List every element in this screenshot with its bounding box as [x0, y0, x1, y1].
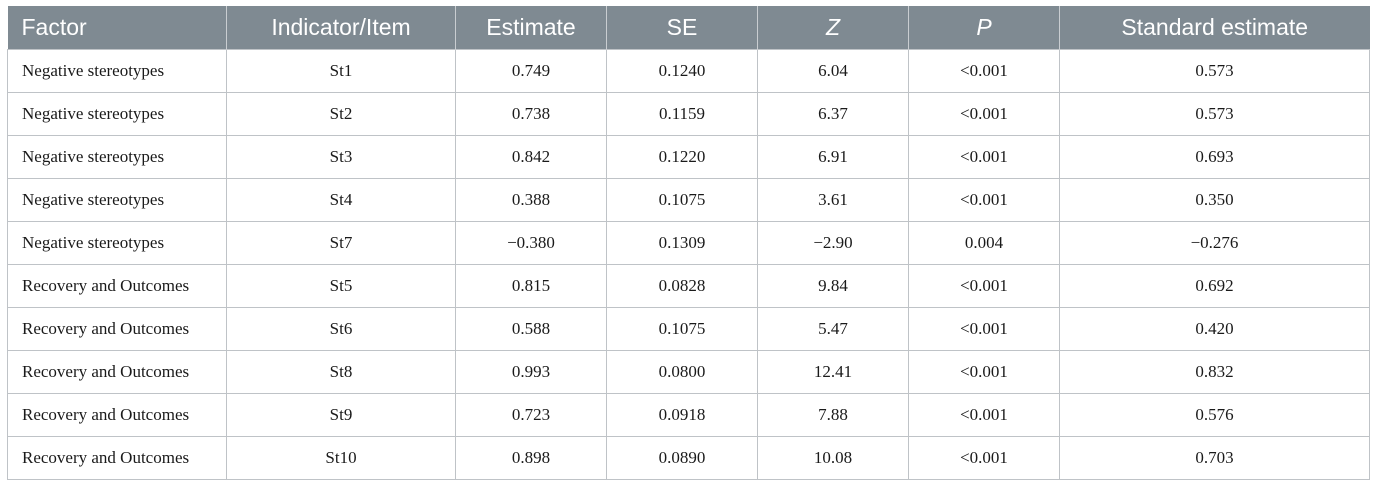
estimate-cell: 0.723 [455, 393, 607, 437]
factor-cell: Negative stereotypes [7, 49, 227, 93]
z-cell: 6.91 [757, 135, 909, 179]
se-cell: 0.0800 [606, 350, 758, 394]
results-table: Factor Indicator/Item Estimate SE Z P St… [7, 6, 1370, 480]
factor-cell: Recovery and Outcomes [7, 307, 227, 351]
standard-estimate-cell: 0.573 [1059, 49, 1370, 93]
factor-cell: Negative stereotypes [7, 178, 227, 222]
standard-estimate-cell: 0.703 [1059, 436, 1370, 480]
se-cell: 0.1309 [606, 221, 758, 265]
table-row: Recovery and Outcomes St10 0.898 0.0890 10.0… [7, 436, 1370, 480]
table-body: Negative stereotypes St1 0.749 0.1240 6.04 <0… [7, 49, 1370, 480]
table-row: Recovery and Outcomes St9 0.723 0.0918 7.88 <… [7, 393, 1370, 437]
table-row: Negative stereotypes St4 0.388 0.1075 3.61 <0… [7, 178, 1370, 222]
factor-cell: Recovery and Outcomes [7, 264, 227, 308]
factor-cell: Recovery and Outcomes [7, 350, 227, 394]
standard-estimate-cell: 0.576 [1059, 393, 1370, 437]
factor-cell: Negative stereotypes [7, 92, 227, 136]
z-cell: 6.04 [757, 49, 909, 93]
factor-cell: Negative stereotypes [7, 221, 227, 265]
standard-estimate-cell: 0.832 [1059, 350, 1370, 394]
standard-estimate-cell: 0.420 [1059, 307, 1370, 351]
se-cell: 0.1075 [606, 178, 758, 222]
se-cell: 0.1240 [606, 49, 758, 93]
p-cell: <0.001 [908, 350, 1060, 394]
table-row: Recovery and Outcomes St5 0.815 0.0828 9.84 <… [7, 264, 1370, 308]
p-cell: <0.001 [908, 307, 1060, 351]
z-cell: 9.84 [757, 264, 909, 308]
table-row: Negative stereotypes St7 −0.380 0.1309 −2.90… [7, 221, 1370, 265]
estimate-cell: 0.993 [455, 350, 607, 394]
p-cell: <0.001 [908, 92, 1060, 136]
indicator-cell: St7 [226, 221, 456, 265]
p-cell: <0.001 [908, 264, 1060, 308]
se-cell: 0.1159 [606, 92, 758, 136]
estimate-cell: 0.738 [455, 92, 607, 136]
indicator-cell: St5 [226, 264, 456, 308]
z-cell: 3.61 [757, 178, 909, 222]
estimate-cell: −0.380 [455, 221, 607, 265]
standard-estimate-cell: 0.350 [1059, 178, 1370, 222]
table-row: Negative stereotypes St1 0.749 0.1240 6.04 <0… [7, 49, 1370, 93]
header-indicator-item: Indicator/Item [226, 6, 456, 50]
z-cell: 5.47 [757, 307, 909, 351]
results-table-container: Factor Indicator/Item Estimate SE Z P St… [7, 6, 1370, 480]
standard-estimate-cell: 0.692 [1059, 264, 1370, 308]
standard-estimate-cell: 0.693 [1059, 135, 1370, 179]
header-p: P [908, 6, 1060, 50]
header-standard-estimate: Standard estimate [1059, 6, 1370, 50]
header-estimate: Estimate [455, 6, 607, 50]
p-cell: <0.001 [908, 135, 1060, 179]
indicator-cell: St4 [226, 178, 456, 222]
header-z: Z [757, 6, 909, 50]
indicator-cell: St3 [226, 135, 456, 179]
estimate-cell: 0.749 [455, 49, 607, 93]
standard-estimate-cell: 0.573 [1059, 92, 1370, 136]
factor-cell: Negative stereotypes [7, 135, 227, 179]
estimate-cell: 0.388 [455, 178, 607, 222]
estimate-cell: 0.898 [455, 436, 607, 480]
estimate-cell: 0.815 [455, 264, 607, 308]
z-cell: 6.37 [757, 92, 909, 136]
p-cell: <0.001 [908, 178, 1060, 222]
se-cell: 0.1075 [606, 307, 758, 351]
z-cell: 10.08 [757, 436, 909, 480]
indicator-cell: St2 [226, 92, 456, 136]
z-cell: 12.41 [757, 350, 909, 394]
p-cell: 0.004 [908, 221, 1060, 265]
header-se: SE [606, 6, 758, 50]
header-factor: Factor [7, 6, 227, 50]
z-cell: 7.88 [757, 393, 909, 437]
factor-cell: Recovery and Outcomes [7, 393, 227, 437]
header-row: Factor Indicator/Item Estimate SE Z P St… [7, 6, 1370, 50]
p-cell: <0.001 [908, 393, 1060, 437]
estimate-cell: 0.842 [455, 135, 607, 179]
estimate-cell: 0.588 [455, 307, 607, 351]
indicator-cell: St6 [226, 307, 456, 351]
indicator-cell: St8 [226, 350, 456, 394]
table-row: Recovery and Outcomes St6 0.588 0.1075 5.47 <… [7, 307, 1370, 351]
table-row: Negative stereotypes St3 0.842 0.1220 6.91 <0… [7, 135, 1370, 179]
se-cell: 0.0918 [606, 393, 758, 437]
indicator-cell: St10 [226, 436, 456, 480]
se-cell: 0.1220 [606, 135, 758, 179]
p-cell: <0.001 [908, 436, 1060, 480]
table-row: Negative stereotypes St2 0.738 0.1159 6.37 <0… [7, 92, 1370, 136]
se-cell: 0.0828 [606, 264, 758, 308]
factor-cell: Recovery and Outcomes [7, 436, 227, 480]
table-row: Recovery and Outcomes St8 0.993 0.0800 12.41… [7, 350, 1370, 394]
se-cell: 0.0890 [606, 436, 758, 480]
indicator-cell: St9 [226, 393, 456, 437]
z-cell: −2.90 [757, 221, 909, 265]
standard-estimate-cell: −0.276 [1059, 221, 1370, 265]
p-cell: <0.001 [908, 49, 1060, 93]
indicator-cell: St1 [226, 49, 456, 93]
